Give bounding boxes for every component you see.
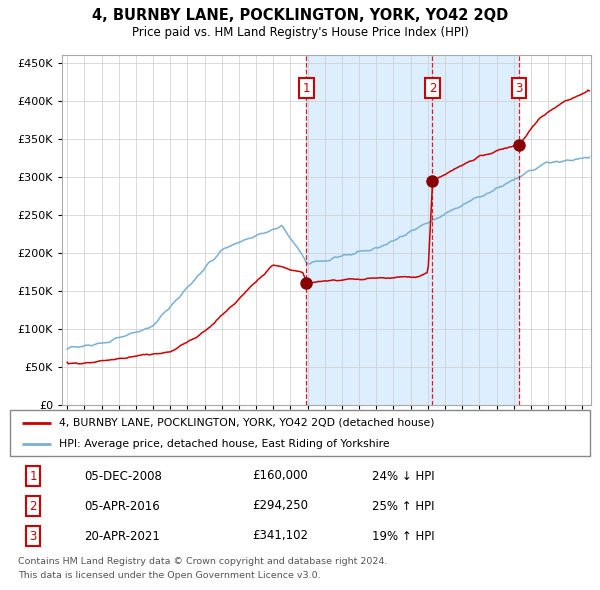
Text: 20-APR-2021: 20-APR-2021 [84,529,160,542]
Text: 2: 2 [429,82,436,95]
Text: 4, BURNBY LANE, POCKLINGTON, YORK, YO42 2QD (detached house): 4, BURNBY LANE, POCKLINGTON, YORK, YO42 … [59,418,435,428]
Text: Price paid vs. HM Land Registry's House Price Index (HPI): Price paid vs. HM Land Registry's House … [131,26,469,39]
Text: HPI: Average price, detached house, East Riding of Yorkshire: HPI: Average price, detached house, East… [59,439,390,449]
Text: 3: 3 [515,82,523,95]
Text: 24% ↓ HPI: 24% ↓ HPI [372,470,434,483]
Text: £341,102: £341,102 [252,529,308,542]
Bar [306,55,519,405]
Text: £160,000: £160,000 [252,470,308,483]
Text: 05-APR-2016: 05-APR-2016 [84,500,160,513]
Text: £294,250: £294,250 [252,500,308,513]
Text: This data is licensed under the Open Government Licence v3.0.: This data is licensed under the Open Gov… [18,571,320,580]
Text: 05-DEC-2008: 05-DEC-2008 [84,470,162,483]
Text: 19% ↑ HPI: 19% ↑ HPI [372,529,434,542]
Text: 1: 1 [302,82,310,95]
Text: 1: 1 [29,470,37,483]
Text: 25% ↑ HPI: 25% ↑ HPI [372,500,434,513]
Text: 4, BURNBY LANE, POCKLINGTON, YORK, YO42 2QD: 4, BURNBY LANE, POCKLINGTON, YORK, YO42 … [92,8,508,23]
Text: 3: 3 [29,529,37,542]
Text: Contains HM Land Registry data © Crown copyright and database right 2024.: Contains HM Land Registry data © Crown c… [18,557,388,566]
Text: 2: 2 [29,500,37,513]
